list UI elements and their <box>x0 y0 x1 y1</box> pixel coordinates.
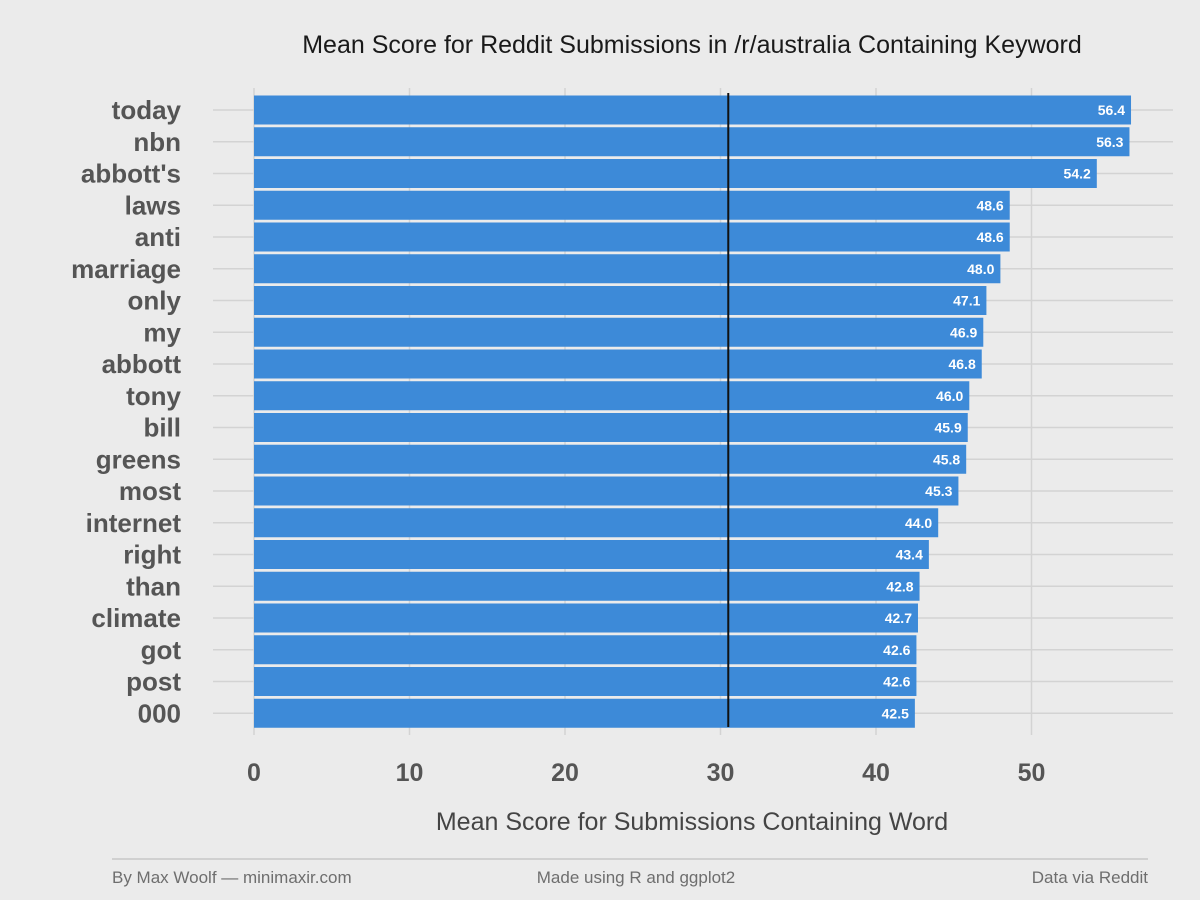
x-axis-ticks: 0 10 20 30 40 50 <box>247 759 1045 787</box>
bar <box>254 381 970 411</box>
bar <box>254 127 1130 157</box>
bar <box>254 159 1097 188</box>
data-label: 45.8 <box>933 451 960 467</box>
category-label: post <box>126 667 181 697</box>
data-label: 42.8 <box>886 578 913 594</box>
x-tick-label: 30 <box>707 759 735 787</box>
data-label: 46.9 <box>950 324 977 340</box>
bar <box>254 635 917 665</box>
category-label: internet <box>86 508 182 538</box>
data-label: 56.4 <box>1098 102 1125 118</box>
data-labels: 56.4 56.3 54.2 48.6 48.6 48.0 47.1 46.9 46.8 46.0… <box>882 102 1126 721</box>
category-label: greens <box>96 444 181 474</box>
bar <box>254 349 982 379</box>
category-label: abbott's <box>81 159 181 189</box>
category-label: only <box>128 286 182 316</box>
category-label: marriage <box>71 254 181 284</box>
category-label: than <box>126 571 181 601</box>
category-label: abbott <box>102 349 182 379</box>
bar <box>254 254 1001 284</box>
category-label: right <box>123 540 181 570</box>
data-label: 48.6 <box>976 197 1003 213</box>
bar <box>254 571 920 601</box>
category-label: nbn <box>133 127 181 157</box>
bar <box>254 667 917 696</box>
footer-tool: Made using R and ggplot2 <box>537 868 735 887</box>
bar <box>254 444 967 474</box>
category-labels: todaynbnabbott'slawsantimarriageonlymyab… <box>71 95 181 728</box>
data-label: 46.8 <box>948 356 975 372</box>
x-tick-label: 0 <box>247 759 261 787</box>
category-label: my <box>143 317 181 347</box>
data-label: 47.1 <box>953 293 980 309</box>
bar <box>254 222 1010 252</box>
category-label: bill <box>143 413 181 443</box>
category-label: 000 <box>138 698 181 728</box>
bar <box>254 317 984 347</box>
data-label: 43.4 <box>896 547 923 563</box>
data-label: 54.2 <box>1064 166 1091 182</box>
bar <box>254 95 1132 125</box>
bar <box>254 413 968 442</box>
bar <box>254 698 915 728</box>
category-label: tony <box>126 381 181 411</box>
data-label: 56.3 <box>1096 134 1123 150</box>
chart-title: Mean Score for Reddit Submissions in /r/… <box>302 31 1082 59</box>
category-label: got <box>141 635 182 665</box>
x-tick-label: 20 <box>551 759 579 787</box>
data-label: 48.0 <box>967 261 994 277</box>
category-label: most <box>119 476 181 506</box>
bar <box>254 508 939 538</box>
bar <box>254 603 918 633</box>
x-tick-label: 10 <box>396 759 424 787</box>
category-label: climate <box>91 603 181 633</box>
bar <box>254 286 987 315</box>
x-tick-label: 40 <box>862 759 890 787</box>
footer-credit: By Max Woolf — minimaxir.com <box>112 868 352 887</box>
bars-layer <box>254 95 1132 728</box>
data-label: 42.6 <box>883 674 910 690</box>
data-label: 45.9 <box>934 420 961 436</box>
data-label: 42.5 <box>882 705 909 721</box>
bar <box>254 190 1010 220</box>
bar <box>254 540 929 569</box>
data-label: 42.7 <box>885 610 912 626</box>
x-tick-label: 50 <box>1018 759 1046 787</box>
data-label: 48.6 <box>976 229 1003 245</box>
data-label: 45.3 <box>925 483 952 499</box>
category-label: anti <box>135 222 181 252</box>
footer-source: Data via Reddit <box>1032 868 1149 887</box>
data-label: 44.0 <box>905 515 932 531</box>
data-label: 42.6 <box>883 642 910 658</box>
category-label: laws <box>125 190 181 220</box>
bar <box>254 476 959 506</box>
data-label: 46.0 <box>936 388 963 404</box>
category-label: today <box>112 95 182 125</box>
x-axis-title: Mean Score for Submissions Containing Wo… <box>436 808 948 836</box>
